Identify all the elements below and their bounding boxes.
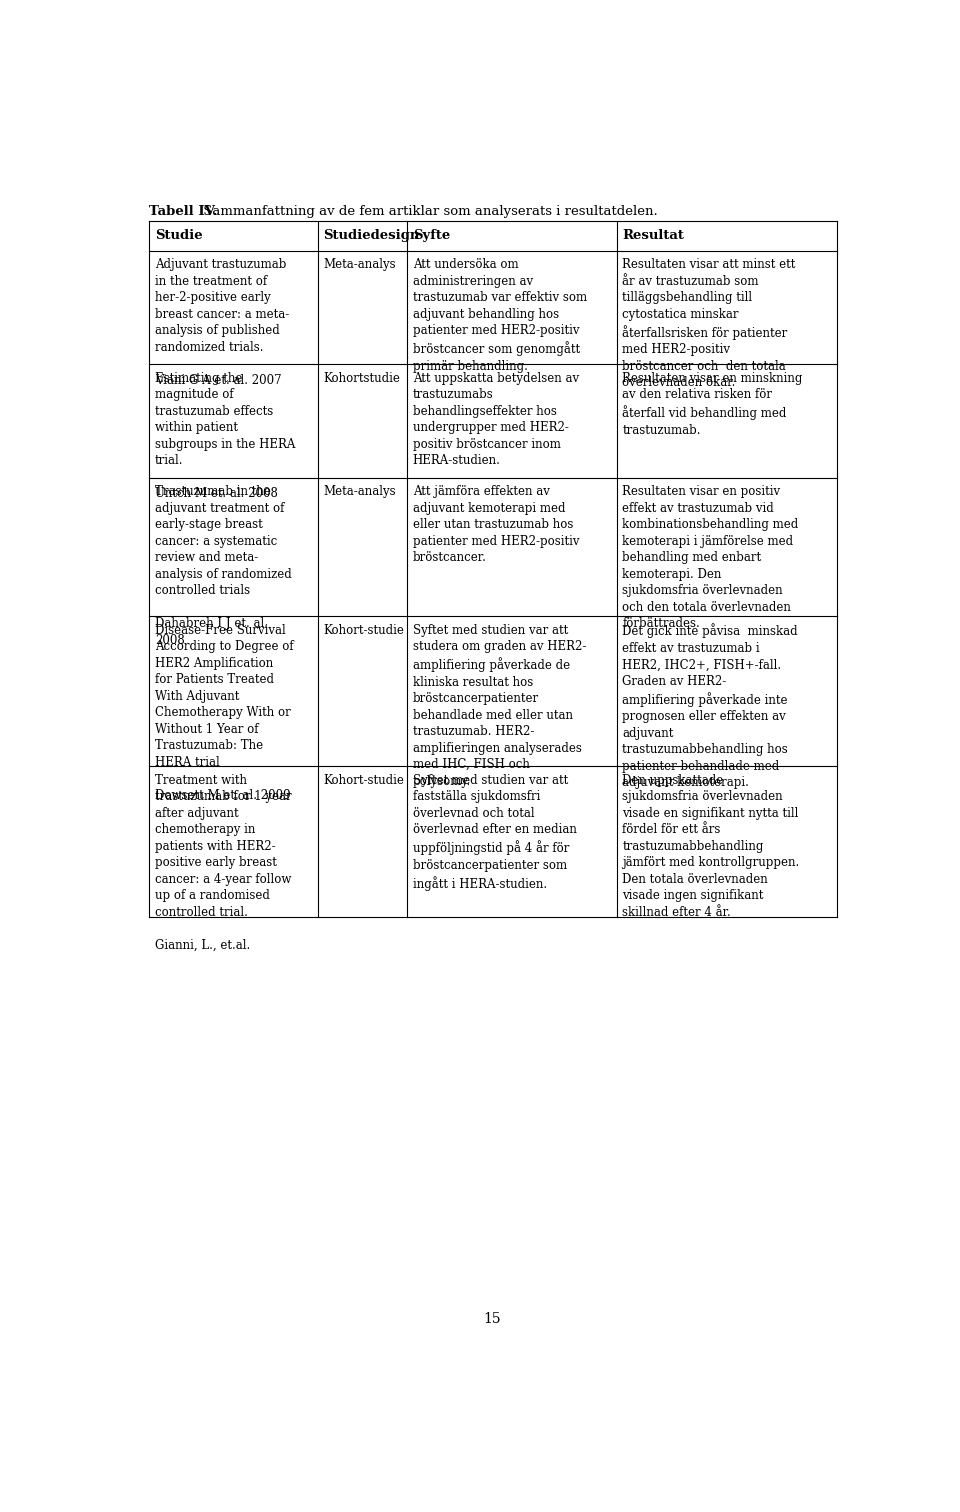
Text: Meta-analys: Meta-analys (324, 485, 396, 499)
Text: Resultaten visar att minst ett
år av trastuzumab som
tilläggsbehandling till
cyt: Resultaten visar att minst ett år av tra… (622, 259, 796, 389)
Text: Att jämföra effekten av
adjuvant kemoterapi med
eller utan trastuzumab hos
patie: Att jämföra effekten av adjuvant kemoter… (413, 485, 579, 564)
Text: Syftet med studien var att
studera om graden av HER2-
amplifiering påverkade de
: Syftet med studien var att studera om gr… (413, 623, 586, 788)
Text: Resultat: Resultat (622, 230, 684, 242)
Text: Studie: Studie (155, 230, 203, 242)
Text: Syfte: Syfte (413, 230, 450, 242)
Text: Kohortstudie: Kohortstudie (324, 372, 400, 386)
Text: Resultaten visar en minskning
av den relativa risken för
återfall vid behandling: Resultaten visar en minskning av den rel… (622, 372, 803, 437)
Text: Studiedesign: Studiedesign (324, 230, 420, 242)
Text: Disease-Free Survival
According to Degree of
HER2 Amplification
for Patients Tre: Disease-Free Survival According to Degre… (155, 623, 294, 801)
Text: Trastuzumab in the
adjuvant treatment of
early-stage breast
cancer: a systematic: Trastuzumab in the adjuvant treatment of… (155, 485, 292, 647)
Text: Estimating the
magnitude of
trastuzumab effects
within patient
subgroups in the : Estimating the magnitude of trastuzumab … (155, 372, 296, 500)
Text: Treatment with
trastuzumab for 1 year
after adjuvant
chemotherapy in
patients wi: Treatment with trastuzumab for 1 year af… (155, 774, 292, 953)
Text: Tabell IV.: Tabell IV. (150, 204, 218, 218)
Text: Sammanfattning av de fem artiklar som analyserats i resultatdelen.: Sammanfattning av de fem artiklar som an… (199, 204, 658, 218)
Text: Att uppskatta betydelsen av
trastuzumabs
behandlingseffekter hos
undergrupper me: Att uppskatta betydelsen av trastuzumabs… (413, 372, 579, 467)
Text: Resultaten visar en positiv
effekt av trastuzumab vid
kombinationsbehandling med: Resultaten visar en positiv effekt av tr… (622, 485, 799, 631)
Text: Den uppskattade
sjukdomsfria överlevnaden
visade en signifikant nytta till
förde: Den uppskattade sjukdomsfria överlevnade… (622, 774, 800, 919)
Text: Meta-analys: Meta-analys (324, 259, 396, 271)
Text: Det gick inte påvisa  minskad
effekt av trastuzumab i
HER2, IHC2+, FISH+-fall.
G: Det gick inte påvisa minskad effekt av t… (622, 623, 798, 789)
Text: Kohort-studie: Kohort-studie (324, 774, 404, 786)
Text: 15: 15 (483, 1312, 501, 1326)
Text: Adjuvant trastuzumab
in the treatment of
her-2-positive early
breast cancer: a m: Adjuvant trastuzumab in the treatment of… (155, 259, 289, 387)
Text: Syftet med studien var att
fastställa sjukdomsfri
överlevnad och total
överlevna: Syftet med studien var att fastställa sj… (413, 774, 577, 891)
Text: Kohort-studie: Kohort-studie (324, 623, 404, 637)
Text: Att undersöka om
administreringen av
trastuzumab var effektiv som
adjuvant behan: Att undersöka om administreringen av tra… (413, 259, 587, 373)
